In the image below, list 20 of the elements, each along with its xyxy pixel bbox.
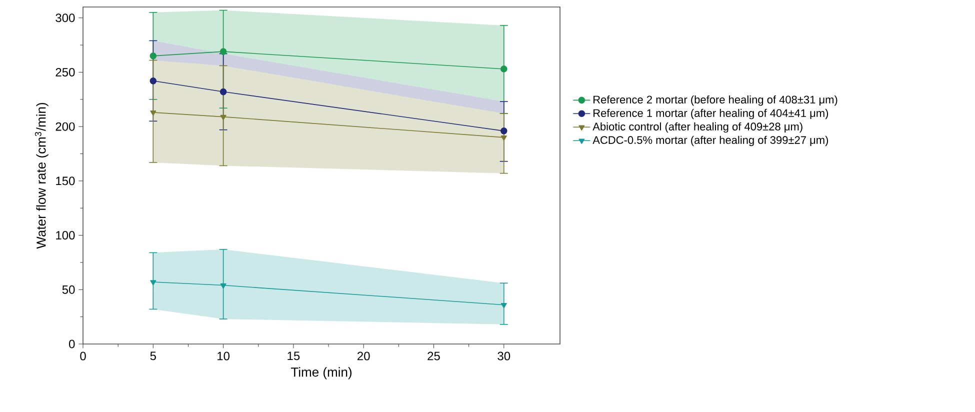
- legend-label: ACDC-0.5% mortar (after healing of 399±27 μm): [592, 136, 828, 146]
- x-tick-label: 5: [150, 352, 156, 360]
- x-tick-label: 15: [288, 352, 300, 360]
- y-tick-label: 200: [56, 122, 75, 131]
- x-tick-label: 30: [498, 352, 510, 360]
- x-tick-label: 20: [358, 352, 370, 360]
- y-tick-label: 100: [56, 231, 75, 240]
- legend-label: Reference 2 mortar (before healing of 408±31 μm): [594, 95, 838, 106]
- x-tick-label: 0: [80, 352, 86, 360]
- y-tick-label: 300: [56, 14, 75, 22]
- legend-label: Reference 1 mortar (after healing of 404±41 μm): [594, 108, 828, 120]
- legend-label: Abiotic control (after healing of 409±28 μm): [592, 122, 802, 133]
- x-axis-title: Time (min): [290, 367, 352, 380]
- y-tick-label: 0: [69, 340, 75, 348]
- x-tick-label: 25: [428, 352, 440, 360]
- y-tick-label: 150: [56, 176, 75, 186]
- y-axis-title: Water flow rate (cm$^{3}$/min): [34, 102, 48, 249]
- y-tick-label: 50: [62, 285, 75, 294]
- y-tick-label: 250: [56, 68, 75, 76]
- x-tick-label: 10: [218, 352, 230, 360]
